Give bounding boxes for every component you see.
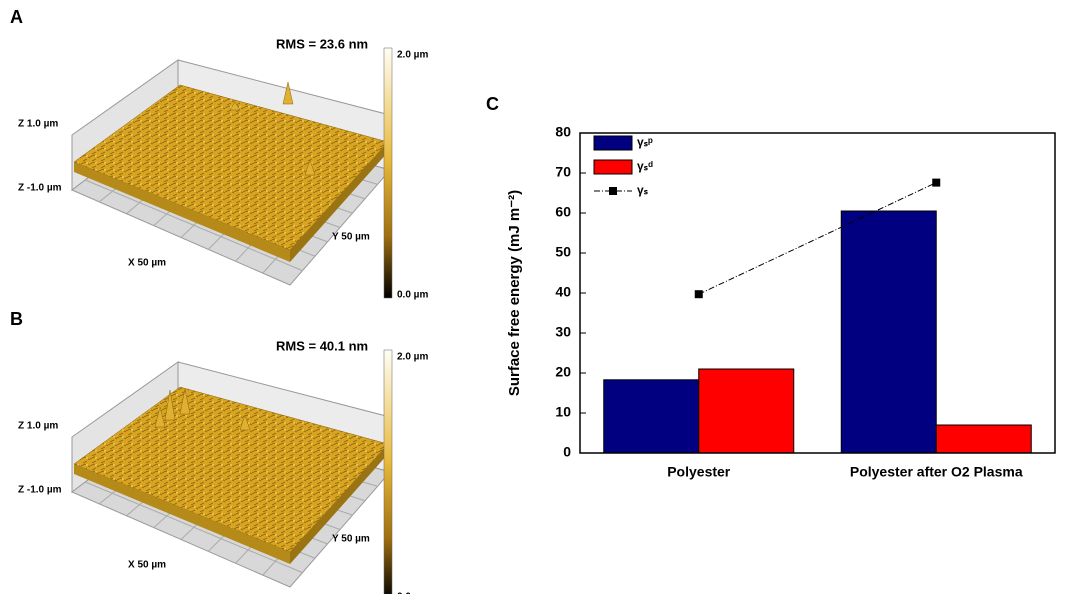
y-tick-label: 70 <box>555 164 571 180</box>
panel-label: B <box>10 309 23 329</box>
y-tick-label: 0 <box>563 444 571 460</box>
z-top-label: Z 1.0 µm <box>18 421 58 432</box>
legend-swatch <box>594 160 632 174</box>
colorbar <box>384 350 392 594</box>
z-bottom-label: Z -1.0 µm <box>18 183 62 194</box>
y-axis-label: Y 50 µm <box>332 232 370 243</box>
colorbar <box>384 48 392 298</box>
bar <box>604 380 699 453</box>
legend-label: γₛᵈ <box>637 159 653 173</box>
x-tick-label: Polyester <box>667 464 731 480</box>
bar <box>699 369 794 453</box>
x-tick-label: Polyester after O2 Plasma <box>850 464 1023 480</box>
colorbar-max: 2.0 µm <box>397 50 428 61</box>
line-marker <box>695 290 703 298</box>
figure: A Z 1.0 µm Z -1.0 µm X 50 µm Y 50 µm RMS = 23… <box>0 0 1068 594</box>
panel-label: A <box>10 7 23 27</box>
rms-label: RMS = 23.6 nm <box>276 36 368 51</box>
panel-label: C <box>486 94 499 114</box>
x-axis-label: X 50 µm <box>128 258 166 269</box>
y-tick-label: 20 <box>555 364 571 380</box>
y-tick-label: 10 <box>555 404 571 420</box>
y-axis-label: Y 50 µm <box>332 534 370 545</box>
afm-panel: A Z 1.0 µm Z -1.0 µm X 50 µm Y 50 µm RMS = 23… <box>10 7 428 301</box>
y-tick-label: 60 <box>555 204 571 220</box>
z-bottom-label: Z -1.0 µm <box>18 485 62 496</box>
colorbar-min: 0.0 µm <box>397 290 428 301</box>
afm-panel: B Z 1.0 µm Z -1.0 µm X 50 µm Y 50 µm RMS = 40… <box>10 309 428 594</box>
legend-swatch <box>594 136 632 150</box>
legend-label: γₛᵖ <box>637 135 653 149</box>
line-marker <box>932 179 940 187</box>
bar <box>841 211 936 453</box>
rms-label: RMS = 40.1 nm <box>276 338 368 353</box>
legend-label: γₛ <box>637 183 649 197</box>
colorbar-max: 2.0 µm <box>397 352 428 363</box>
legend-marker <box>609 187 617 195</box>
y-tick-label: 40 <box>555 284 571 300</box>
bar <box>936 425 1031 453</box>
z-top-label: Z 1.0 µm <box>18 119 58 130</box>
y-tick-label: 50 <box>555 244 571 260</box>
y-tick-label: 30 <box>555 324 571 340</box>
x-axis-label: X 50 µm <box>128 560 166 571</box>
y-tick-label: 80 <box>555 124 571 140</box>
y-axis-title: Surface free energy (mJ m⁻²) <box>506 190 523 396</box>
